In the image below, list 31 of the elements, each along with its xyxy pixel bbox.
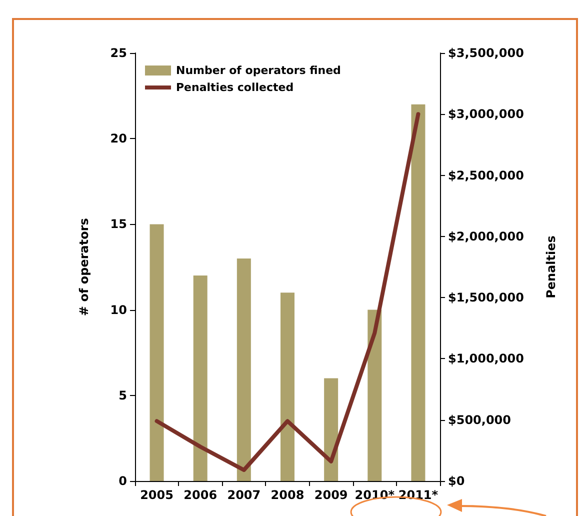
y-axis-title: # of operators [77, 218, 91, 316]
x-tick-label: 2005 [140, 488, 174, 502]
x-tick-label: 2009 [314, 488, 348, 502]
y-tick-label: 5 [118, 388, 127, 402]
y-tick-label: 15 [110, 217, 127, 232]
y2-tick-label: $1,500,000 [448, 290, 524, 305]
bar [150, 224, 164, 481]
y2-tick-label: $3,000,000 [448, 107, 524, 122]
legend-label: Penalties collected [176, 81, 294, 94]
y-tick-label: 0 [118, 474, 127, 488]
y2-axis-title: Penalties [544, 236, 558, 298]
y2-tick-label: $3,500,000 [448, 46, 524, 60]
legend-label: Number of operators fined [176, 64, 341, 77]
y2-tick-label: $500,000 [448, 412, 512, 427]
bar [236, 258, 251, 481]
y-tick-label: 20 [110, 132, 127, 146]
y2-tick-label: $0 [448, 474, 465, 488]
bar [280, 292, 294, 481]
y2-tick-label: $1,000,000 [448, 352, 524, 366]
y2-tick-label: $2,500,000 [448, 168, 524, 182]
x-tick-label: 2008 [270, 488, 304, 502]
bar [368, 310, 382, 481]
y-tick-label: 10 [110, 302, 127, 317]
bar [324, 378, 338, 481]
x-tick-label: 2006 [184, 488, 218, 502]
x-tick-label: 2007 [227, 488, 261, 502]
bar [193, 276, 208, 481]
y2-tick-label: $2,000,000 [448, 229, 524, 244]
y-tick-label: 25 [110, 46, 127, 60]
bar [411, 104, 426, 481]
line-series [154, 112, 420, 472]
